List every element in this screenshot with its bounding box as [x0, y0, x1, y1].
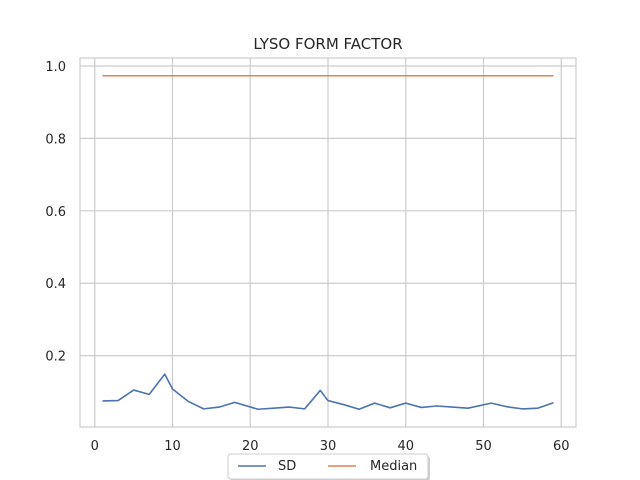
chart-title: LYSO FORM FACTOR — [253, 35, 402, 53]
x-tick-label: 20 — [242, 439, 259, 454]
x-tick-label: 0 — [91, 439, 99, 454]
legend-label-median: Median — [370, 459, 417, 474]
x-tick-labels: 0 10 20 30 40 50 60 — [91, 439, 570, 454]
y-tick-labels: 0.2 0.4 0.6 0.8 1.0 — [45, 60, 66, 365]
y-tick-label: 0.8 — [45, 132, 66, 147]
x-tick-label: 40 — [397, 439, 414, 454]
grid-lines — [80, 58, 576, 427]
x-tick-label: 60 — [553, 439, 570, 454]
y-tick-label: 1.0 — [45, 60, 66, 75]
y-tick-label: 0.6 — [45, 205, 66, 220]
axes-frame — [79, 57, 577, 428]
x-tick-label: 10 — [164, 439, 181, 454]
y-tick-label: 0.2 — [45, 350, 66, 365]
y-tick-label: 0.4 — [45, 277, 66, 292]
x-tick-label: 30 — [320, 439, 337, 454]
series-lines — [102, 74, 554, 411]
plot-frame — [79, 57, 577, 428]
x-tick-label: 50 — [475, 439, 492, 454]
series-line-sd — [102, 373, 554, 411]
legend-label-sd: SD — [278, 459, 296, 474]
legend: SD Median — [227, 453, 430, 480]
